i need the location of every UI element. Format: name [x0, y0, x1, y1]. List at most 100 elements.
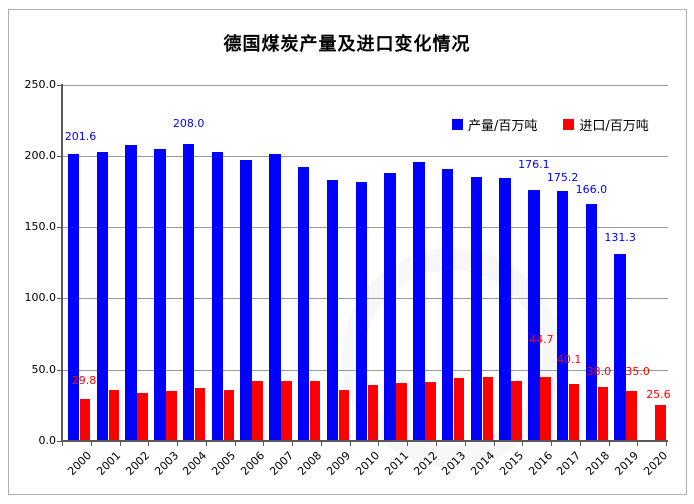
x-tick-17 — [551, 441, 553, 446]
x-tick-2 — [119, 441, 121, 446]
bar-production-2000 — [67, 153, 80, 441]
y-axis-label-250: 250.0 — [24, 77, 57, 91]
legend-item-production: 产量/百万吨 — [452, 115, 537, 134]
y-tick-150 — [57, 227, 62, 229]
y-axis-label-50: 50.0 — [31, 362, 57, 376]
data-label-production-2004: 208.0 — [172, 117, 205, 131]
x-axis-line — [61, 440, 668, 442]
x-tick-15 — [493, 441, 495, 446]
bar-import-2009 — [338, 389, 350, 441]
y-tick-250 — [57, 84, 62, 86]
x-tick-5 — [205, 441, 207, 446]
bar-import-2013 — [453, 378, 465, 441]
bar-import-2006 — [252, 381, 263, 441]
bar-production-2007 — [269, 154, 281, 441]
x-tick-18 — [579, 441, 581, 446]
bar-import-2000 — [79, 398, 91, 441]
data-label-import-2000: 29.8 — [71, 373, 97, 387]
x-tick-16 — [522, 441, 524, 446]
production-swatch-icon — [452, 119, 463, 130]
data-label-import-2017: 40.1 — [556, 352, 582, 366]
bar-production-2013 — [441, 169, 454, 441]
y-tick-50 — [57, 369, 62, 371]
bar-import-2012 — [425, 381, 436, 441]
y-axis-label-100: 100.0 — [24, 291, 57, 305]
y-tick-0 — [57, 441, 62, 442]
bar-production-2015 — [499, 178, 511, 441]
bar-production-2009 — [326, 180, 339, 441]
x-tick-0 — [62, 441, 63, 446]
bar-production-2017 — [556, 191, 569, 441]
x-tick-14 — [464, 441, 466, 446]
x-tick-7 — [263, 441, 265, 446]
bar-import-2016 — [540, 377, 551, 441]
bar-production-2010 — [355, 181, 367, 441]
bar-production-2003 — [154, 149, 166, 441]
bar-import-2007 — [281, 381, 292, 441]
y-tick-200 — [57, 155, 62, 157]
bar-import-2002 — [137, 393, 148, 441]
legend-item-import: 进口/百万吨 — [563, 115, 649, 134]
legend-label-import: 进口/百万吨 — [579, 119, 649, 134]
bar-production-2001 — [96, 151, 109, 441]
y-axis-line — [61, 83, 63, 441]
bar-import-2019 — [626, 391, 637, 441]
bar-import-2015 — [511, 381, 522, 441]
bar-production-2004 — [182, 144, 195, 441]
bar-production-2014 — [470, 176, 483, 441]
x-tick-4 — [177, 441, 179, 446]
x-tick-12 — [407, 441, 409, 446]
data-label-import-2020: 25.6 — [646, 387, 671, 401]
data-label-import-2016: 44.7 — [529, 333, 554, 347]
x-tick-20 — [637, 441, 639, 446]
import-swatch-icon — [563, 119, 575, 130]
bar-import-2001 — [108, 390, 120, 441]
legend: 产量/百万吨 进口/百万吨 — [452, 115, 649, 134]
x-tick-3 — [148, 441, 150, 446]
x-tick-11 — [378, 441, 380, 446]
bar-production-2008 — [297, 166, 310, 441]
bar-production-2012 — [413, 161, 425, 441]
bar-import-2008 — [309, 381, 321, 441]
bar-import-2018 — [597, 386, 609, 441]
bar-import-2011 — [396, 382, 407, 441]
bar-production-2006 — [240, 160, 252, 441]
bar-import-2020 — [655, 404, 666, 441]
data-label-production-2017: 175.2 — [546, 171, 579, 185]
data-label-import-2018: 38.0 — [586, 364, 612, 378]
y-axis-label-150: 150.0 — [24, 220, 57, 234]
bar-import-2014 — [482, 376, 494, 441]
x-tick-1 — [90, 441, 92, 446]
bar-import-2017 — [568, 383, 580, 441]
gridline-250 — [62, 84, 668, 86]
bar-import-2010 — [367, 384, 378, 441]
bar-production-2018 — [585, 204, 598, 441]
bar-production-2019 — [614, 253, 626, 441]
gridline-200 — [62, 155, 668, 157]
data-label-import-2019: 35.0 — [625, 365, 650, 379]
y-tick-100 — [57, 298, 62, 300]
x-tick-8 — [292, 441, 294, 446]
data-label-production-2000: 201.6 — [64, 129, 97, 143]
data-label-production-2019: 131.3 — [604, 230, 636, 244]
bar-production-2005 — [211, 151, 224, 441]
chart-title: 德国煤炭产量及进口变化情况 — [223, 34, 471, 54]
bar-production-2011 — [384, 173, 396, 441]
bar-import-2005 — [223, 389, 235, 441]
bar-production-2016 — [528, 189, 540, 441]
x-tick-9 — [320, 441, 322, 446]
y-axis-label-0: 0.0 — [38, 434, 57, 447]
x-tick-19 — [608, 441, 610, 446]
legend-label-production: 产量/百万吨 — [468, 119, 538, 134]
y-axis-label-200: 200.0 — [24, 148, 57, 162]
x-tick-21 — [666, 441, 668, 446]
bar-import-2003 — [166, 391, 177, 441]
data-label-production-2016: 176.1 — [518, 157, 550, 171]
data-label-production-2018: 166.0 — [575, 183, 608, 197]
bar-import-2004 — [194, 388, 206, 441]
x-tick-6 — [234, 441, 236, 446]
x-tick-13 — [436, 441, 437, 446]
figure-border — [8, 9, 687, 495]
bar-production-2002 — [125, 145, 137, 441]
